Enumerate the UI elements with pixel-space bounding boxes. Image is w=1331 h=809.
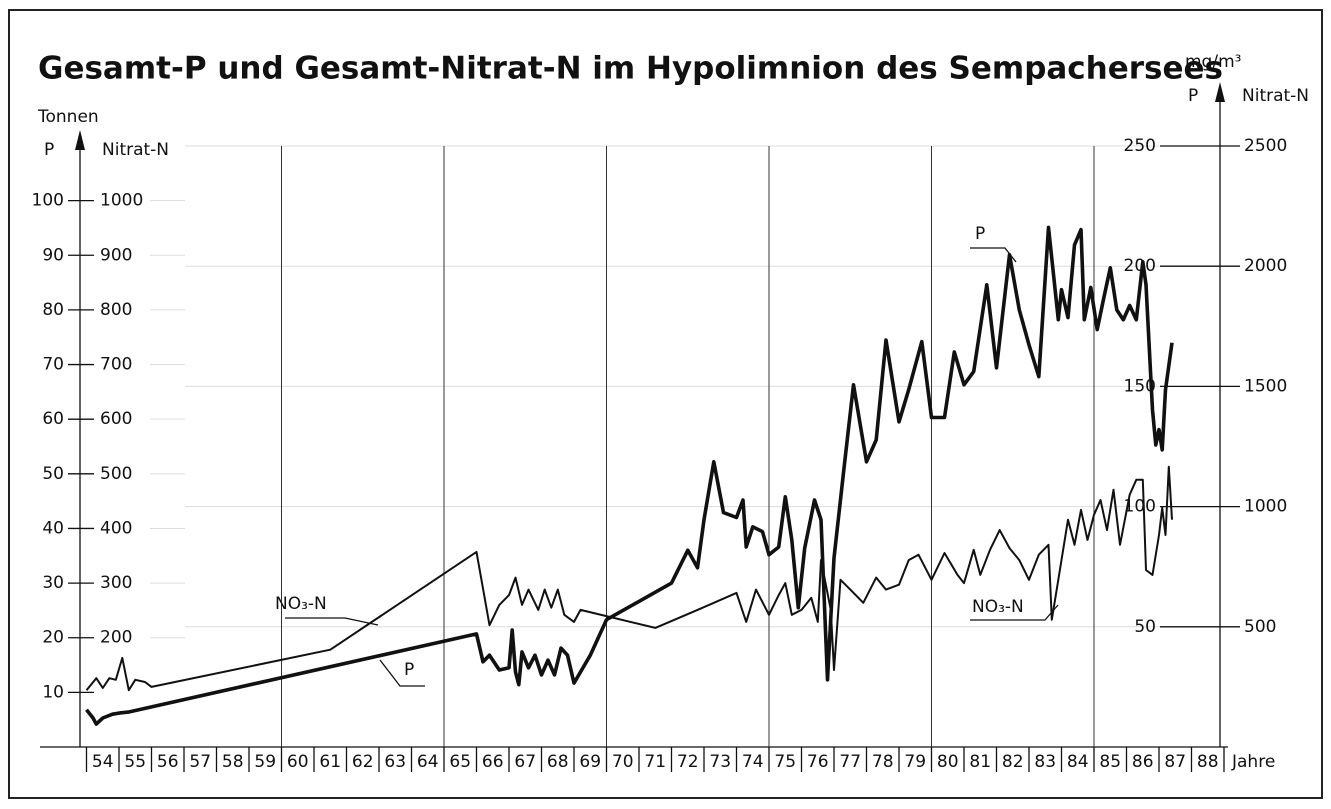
y2-tick-label: 200: [1124, 256, 1156, 276]
y2-tick-label: 150: [1124, 376, 1156, 396]
y2-nitrat-tick-label: 2000: [1244, 256, 1287, 276]
x-tick-label: 80: [937, 752, 959, 772]
y2-nitrat-tick-label: 2500: [1244, 136, 1287, 156]
right-axis-p-label: P: [1188, 86, 1198, 106]
y2-nitrat-tick-label: 1000: [1244, 497, 1287, 517]
x-tick-label: 61: [319, 752, 341, 772]
y-tick-label: 50: [42, 464, 64, 484]
y2-nitrat-tick-label: 1500: [1244, 376, 1287, 396]
y-tick-label: 30: [42, 573, 64, 593]
x-tick-label: 58: [222, 752, 244, 772]
x-tick-label: 74: [742, 752, 764, 772]
x-tick-label: 77: [839, 752, 861, 772]
right-axis-unit: mg/m³: [1185, 52, 1241, 72]
leader-line: [379, 659, 425, 687]
y-tick-label: 100: [32, 191, 64, 211]
x-tick-label: 63: [384, 752, 406, 772]
leader-line: [970, 604, 1059, 621]
y2-nitrat-tick-label: 500: [1244, 617, 1276, 637]
x-tick-label: 66: [482, 752, 504, 772]
leader-line: [970, 247, 1017, 263]
x-tick-label: 54: [92, 752, 114, 772]
y-nitrat-tick-label: 400: [100, 518, 132, 538]
x-tick-label: 68: [547, 752, 569, 772]
x-tick-label: 85: [1099, 752, 1121, 772]
x-tick-label: 81: [969, 752, 991, 772]
frame: [8, 9, 1323, 799]
x-tick-label: 69: [579, 752, 601, 772]
left-axis-nitrat-label: Nitrat-N: [102, 140, 169, 160]
y-tick-label: 80: [42, 300, 64, 320]
x-tick-label: 59: [254, 752, 276, 772]
annotation: P: [975, 224, 985, 244]
y2-tick-label: 50: [1134, 617, 1156, 637]
annotation: NO₃-N: [972, 597, 1024, 617]
x-tick-label: 57: [189, 752, 211, 772]
x-tick-label: 87: [1164, 752, 1186, 772]
x-tick-label: 83: [1034, 752, 1056, 772]
right-arrow: [1215, 82, 1225, 102]
x-axis-label: Jahre: [1231, 752, 1275, 772]
y-nitrat-tick-label: 800: [100, 300, 132, 320]
y2-tick-label: 100: [1124, 497, 1156, 517]
y-tick-label: 70: [42, 355, 64, 375]
y-nitrat-tick-label: 200: [100, 628, 132, 648]
x-tick-label: 60: [287, 752, 309, 772]
x-tick-label: 65: [449, 752, 471, 772]
x-tick-label: 78: [872, 752, 894, 772]
y-tick-label: 60: [42, 409, 64, 429]
y-tick-label: 10: [42, 682, 64, 702]
y-nitrat-tick-label: 1000: [100, 191, 143, 211]
x-tick-label: 73: [709, 752, 731, 772]
x-tick-label: 64: [417, 752, 439, 772]
x-tick-label: 56: [157, 752, 179, 772]
x-tick-label: 67: [514, 752, 536, 772]
series-line: [85, 465, 1173, 692]
x-tick-label: 72: [677, 752, 699, 772]
annotation: NO₃-N: [275, 594, 327, 614]
x-tick-label: 62: [352, 752, 374, 772]
left-arrow: [75, 130, 85, 150]
y-nitrat-tick-label: 600: [100, 409, 132, 429]
y-nitrat-tick-label: 500: [100, 464, 132, 484]
series-line: [85, 225, 1174, 726]
x-tick-label: 76: [807, 752, 829, 772]
y-nitrat-tick-label: 300: [100, 573, 132, 593]
leader-line: [285, 617, 379, 626]
x-tick-label: 55: [124, 752, 146, 772]
x-tick-label: 88: [1197, 752, 1219, 772]
x-tick-label: 86: [1132, 752, 1154, 772]
x-tick-label: 71: [644, 752, 666, 772]
x-tick-label: 70: [612, 752, 634, 772]
y-tick-label: 90: [42, 245, 64, 265]
right-axis-nitrat-label: Nitrat-N: [1242, 86, 1309, 106]
y-tick-label: 20: [42, 628, 64, 648]
x-tick-label: 84: [1067, 752, 1089, 772]
left-axis-unit: Tonnen: [37, 107, 99, 127]
y-nitrat-tick-label: 700: [100, 355, 132, 375]
annotation: P: [404, 660, 414, 680]
x-tick-label: 79: [904, 752, 926, 772]
y2-tick-label: 250: [1124, 136, 1156, 156]
x-tick-label: 75: [774, 752, 796, 772]
y-nitrat-tick-label: 900: [100, 245, 132, 265]
left-axis-p-label: P: [44, 140, 54, 160]
y-tick-label: 40: [42, 518, 64, 538]
chart-title: Gesamt-P und Gesamt-Nitrat-N im Hypolimn…: [38, 51, 1223, 87]
x-tick-label: 82: [1002, 752, 1024, 772]
